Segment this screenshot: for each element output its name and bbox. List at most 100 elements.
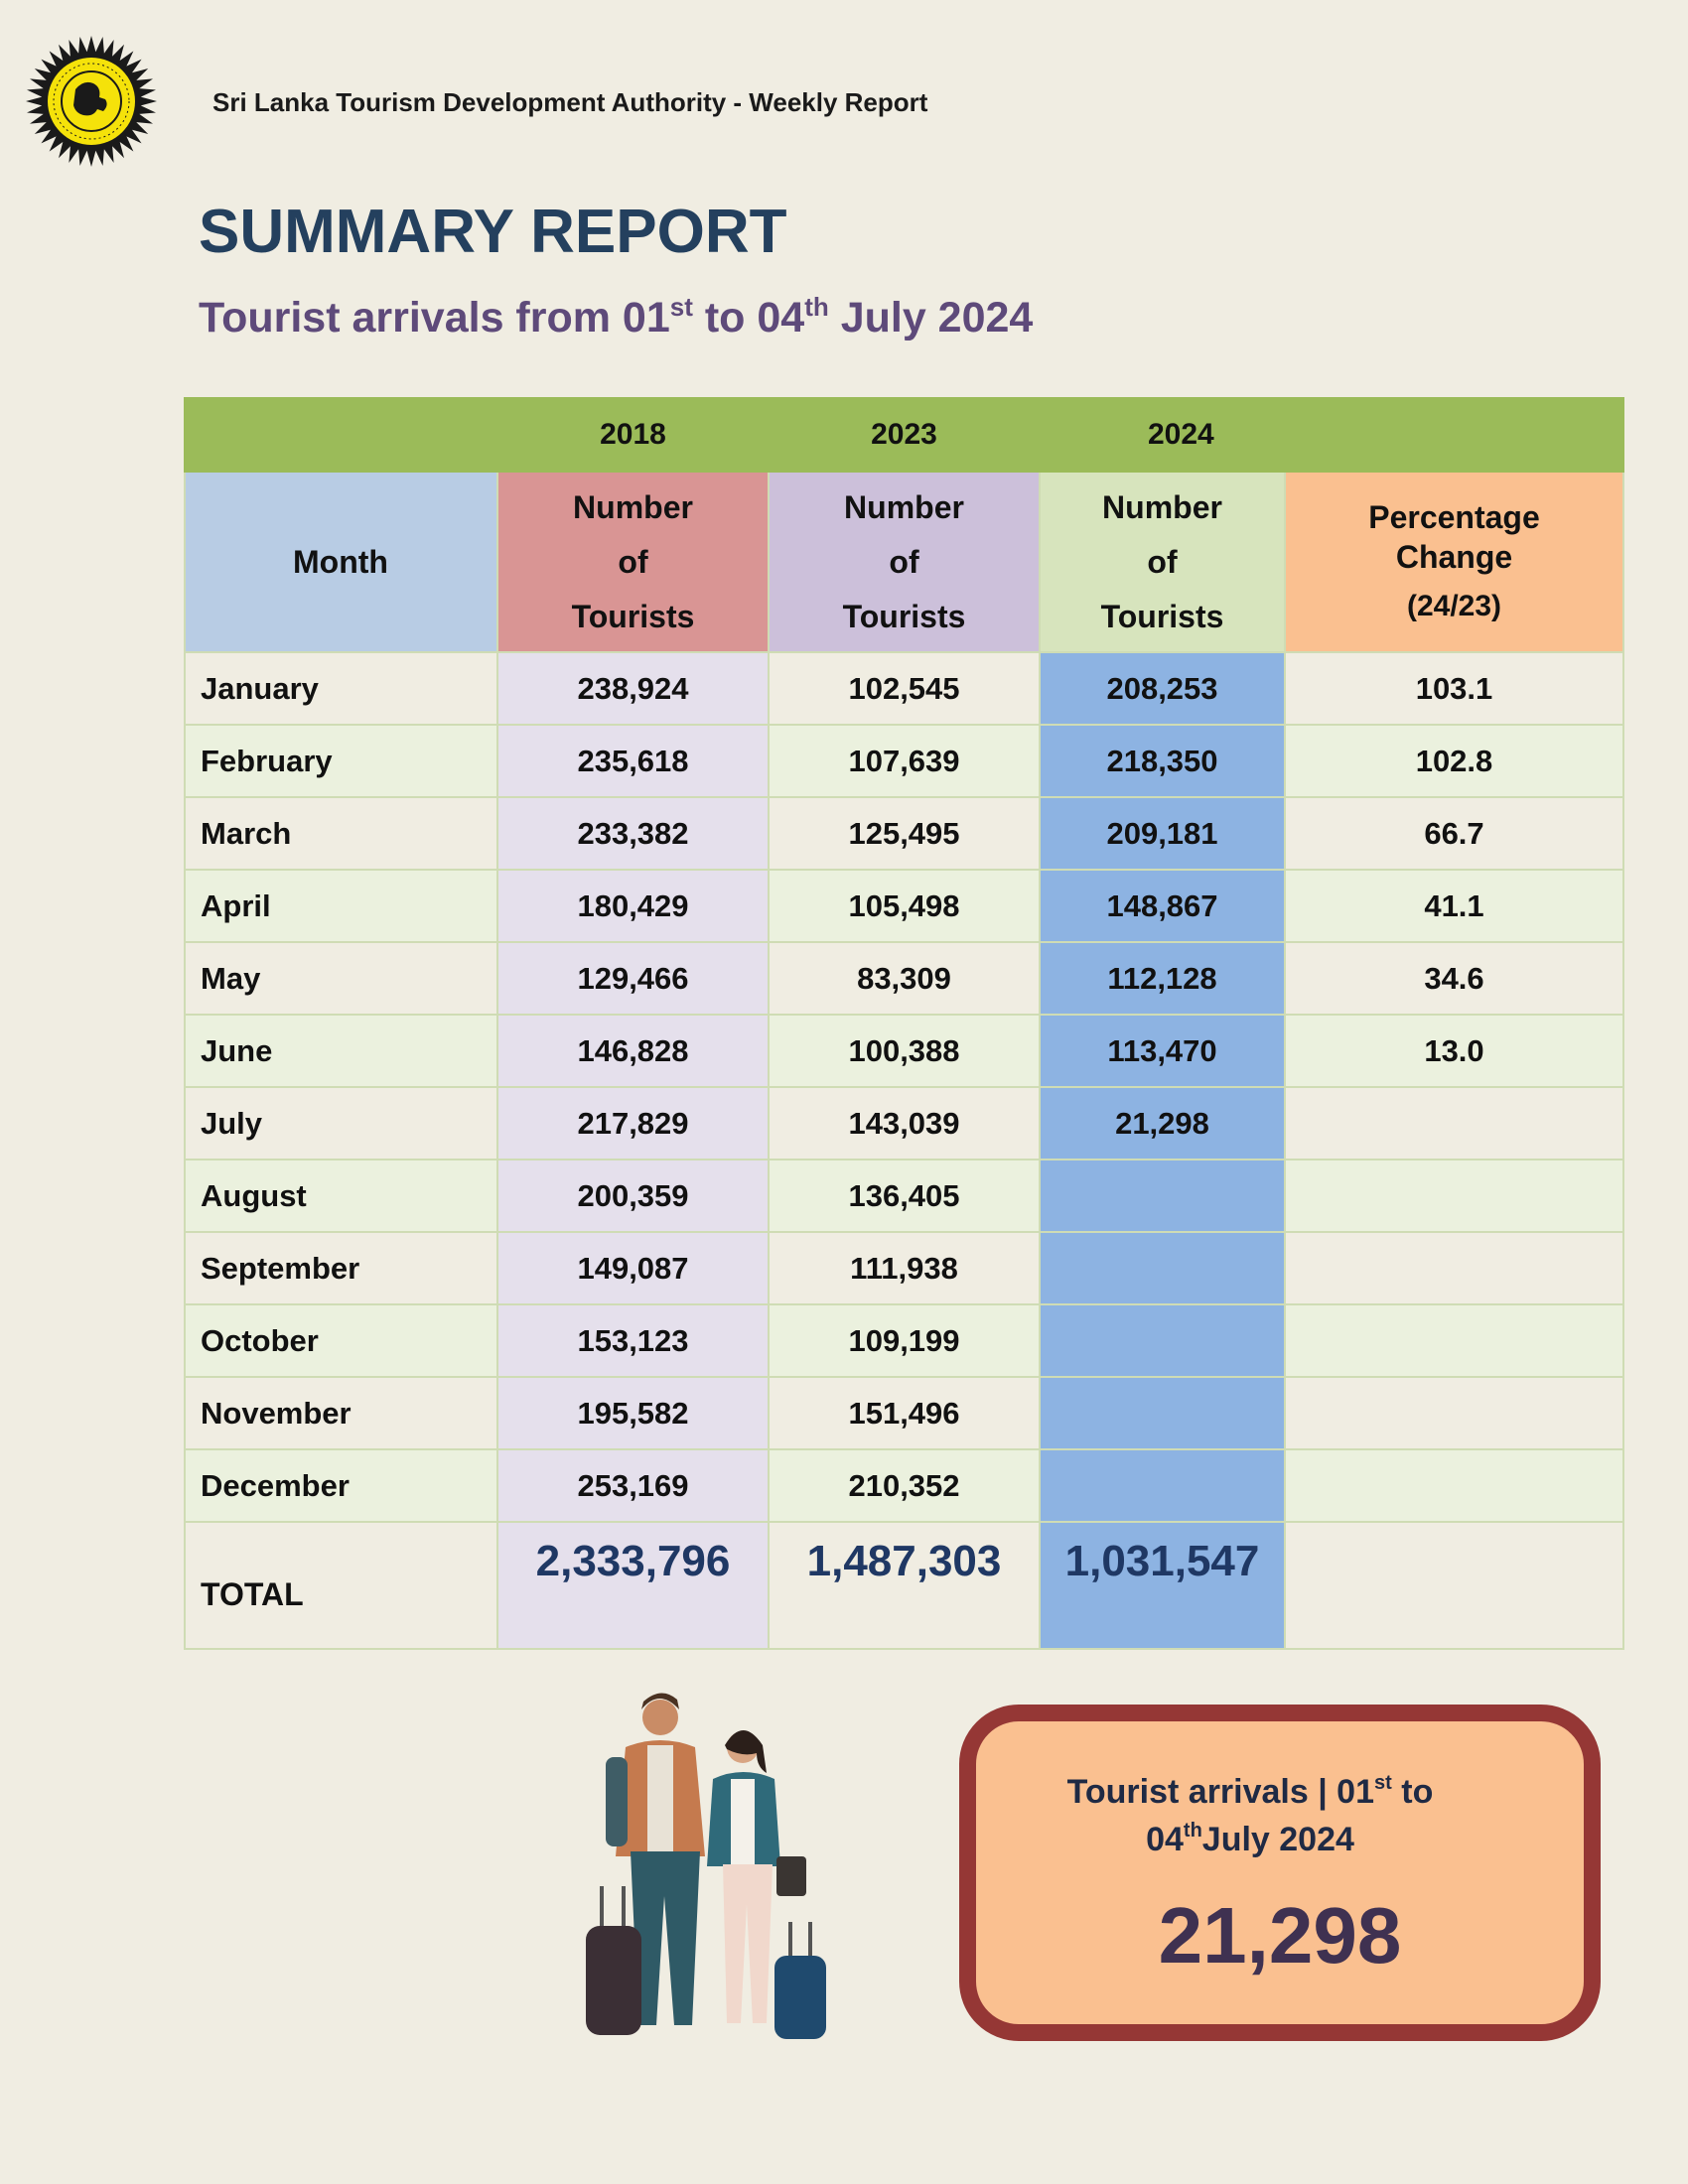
tourists-2024-cell: 148,867 <box>1039 869 1286 943</box>
percentage-change-cell <box>1284 1231 1624 1305</box>
column-header-row: Month Number of Tourists Number of Touri… <box>184 471 1624 653</box>
travelers-with-luggage-icon <box>586 1693 826 2039</box>
tourists-2024-cell <box>1039 1231 1286 1305</box>
year-blank-cell <box>1284 397 1624 473</box>
percentage-change-cell <box>1284 1303 1624 1378</box>
year-blank-cell <box>184 397 498 473</box>
table-row: April 180,429 105,498 148,867 41.1 <box>184 869 1624 943</box>
tourists-2018-cell: 235,618 <box>496 724 770 798</box>
tourists-2024-cell: 218,350 <box>1039 724 1286 798</box>
tourists-2018-cell: 129,466 <box>496 941 770 1016</box>
tourists-2018-cell: 153,123 <box>496 1303 770 1378</box>
header-line: Number <box>1102 488 1222 525</box>
tourists-2018-header: Number of Tourists <box>496 471 770 653</box>
page-subtitle: Tourist arrivals from 01st to 04th July … <box>199 294 1033 342</box>
total-2024: 1,031,547 <box>1039 1521 1286 1650</box>
header-line: of <box>889 543 919 580</box>
month-cell: July <box>184 1086 498 1160</box>
tourists-2018-cell: 238,924 <box>496 651 770 726</box>
header-line: Tourists <box>842 598 966 634</box>
tourists-2018-cell: 217,829 <box>496 1086 770 1160</box>
header-line: of <box>618 543 648 580</box>
callout-text: 04 <box>1146 1821 1184 1858</box>
month-cell: April <box>184 869 498 943</box>
callout-text: to <box>1391 1773 1434 1811</box>
callout-text: Tourist arrivals | 01 <box>1066 1773 1374 1811</box>
month-cell: October <box>184 1303 498 1378</box>
tourists-2023-cell: 136,405 <box>768 1159 1041 1233</box>
sltda-emblem-icon <box>26 36 157 167</box>
tourists-2023-cell: 105,498 <box>768 869 1041 943</box>
tourists-2018-cell: 195,582 <box>496 1376 770 1450</box>
header-line: Tourists <box>1100 598 1224 634</box>
tourists-2023-cell: 107,639 <box>768 724 1041 798</box>
percentage-change-cell <box>1284 1376 1624 1450</box>
total-pct-blank <box>1284 1521 1624 1650</box>
callout-title-line2: 04thJuly 2024 <box>976 1821 1584 1859</box>
subtitle-part: to 04 <box>692 294 805 341</box>
month-cell: March <box>184 796 498 871</box>
table-row: July 217,829 143,039 21,298 <box>184 1086 1624 1160</box>
tourists-2023-cell: 111,938 <box>768 1231 1041 1305</box>
header-line: Percentage <box>1368 499 1540 535</box>
tourists-2018-cell: 146,828 <box>496 1014 770 1088</box>
arrivals-summary-table: 2018 2023 2024 Month Number of Tourists … <box>184 397 1624 1650</box>
report-header: Sri Lanka Tourism Development Authority … <box>212 87 928 117</box>
percentage-change-cell: 66.7 <box>1284 796 1624 871</box>
tourists-2024-cell: 208,253 <box>1039 651 1286 726</box>
year-2023-header: 2023 <box>768 397 1041 473</box>
tourists-2023-cell: 102,545 <box>768 651 1041 726</box>
tourists-2018-cell: 233,382 <box>496 796 770 871</box>
callout-text: July 2024 <box>1201 1821 1354 1858</box>
subtitle-part: July 2024 <box>828 294 1034 341</box>
tourists-2018-cell: 180,429 <box>496 869 770 943</box>
page-title: SUMMARY REPORT <box>199 198 787 266</box>
arrivals-callout-box: Tourist arrivals | 01st to 04thJuly 2024… <box>959 1705 1601 2041</box>
tourists-2023-cell: 151,496 <box>768 1376 1041 1450</box>
tourists-2024-cell <box>1039 1376 1286 1450</box>
tourists-2023-cell: 100,388 <box>768 1014 1041 1088</box>
table-row: February 235,618 107,639 218,350 102.8 <box>184 724 1624 798</box>
table-row: May 129,466 83,309 112,128 34.6 <box>184 941 1624 1016</box>
table-row: November 195,582 151,496 <box>184 1376 1624 1450</box>
month-cell: June <box>184 1014 498 1088</box>
tourists-2018-cell: 200,359 <box>496 1159 770 1233</box>
total-2018: 2,333,796 <box>496 1521 770 1650</box>
table-row: June 146,828 100,388 113,470 13.0 <box>184 1014 1624 1088</box>
header-line: Tourists <box>571 598 695 634</box>
table-row: August 200,359 136,405 <box>184 1159 1624 1233</box>
table-row: September 149,087 111,938 <box>184 1231 1624 1305</box>
month-cell: November <box>184 1376 498 1450</box>
percentage-change-cell: 103.1 <box>1284 651 1624 726</box>
tourists-2024-cell: 21,298 <box>1039 1086 1286 1160</box>
year-header-row: 2018 2023 2024 <box>184 397 1624 473</box>
tourists-2023-cell: 143,039 <box>768 1086 1041 1160</box>
subtitle-sup: st <box>669 292 693 322</box>
tourists-2018-cell: 253,169 <box>496 1448 770 1523</box>
tourists-2023-header: Number of Tourists <box>768 471 1041 653</box>
callout-sup: th <box>1183 1820 1202 1842</box>
tourists-2023-cell: 210,352 <box>768 1448 1041 1523</box>
percentage-change-header: Percentage Change (24/23) <box>1284 471 1624 653</box>
percentage-change-cell <box>1284 1448 1624 1523</box>
callout-arrivals-value: 21,298 <box>1158 1891 1402 1979</box>
month-cell: August <box>184 1159 498 1233</box>
header-line: Number <box>844 488 964 525</box>
total-2023: 1,487,303 <box>768 1521 1041 1650</box>
percentage-change-cell: 102.8 <box>1284 724 1624 798</box>
subtitle-part: Tourist arrivals from 01 <box>199 294 670 341</box>
subtitle-sup: th <box>804 292 829 322</box>
table-row: December 253,169 210,352 <box>184 1448 1624 1523</box>
month-cell: May <box>184 941 498 1016</box>
percentage-change-cell <box>1284 1159 1624 1233</box>
percentage-change-cell: 13.0 <box>1284 1014 1624 1088</box>
year-2024-header: 2024 <box>1039 397 1286 473</box>
tourists-2024-header: Number of Tourists <box>1039 471 1286 653</box>
tourists-2023-cell: 125,495 <box>768 796 1041 871</box>
tourists-2023-cell: 83,309 <box>768 941 1041 1016</box>
month-cell: September <box>184 1231 498 1305</box>
percentage-change-cell: 41.1 <box>1284 869 1624 943</box>
month-header: Month <box>184 471 498 653</box>
header-line: (24/23) <box>1406 590 1502 622</box>
callout-title-line1: Tourist arrivals | 01st to <box>976 1773 1584 1812</box>
